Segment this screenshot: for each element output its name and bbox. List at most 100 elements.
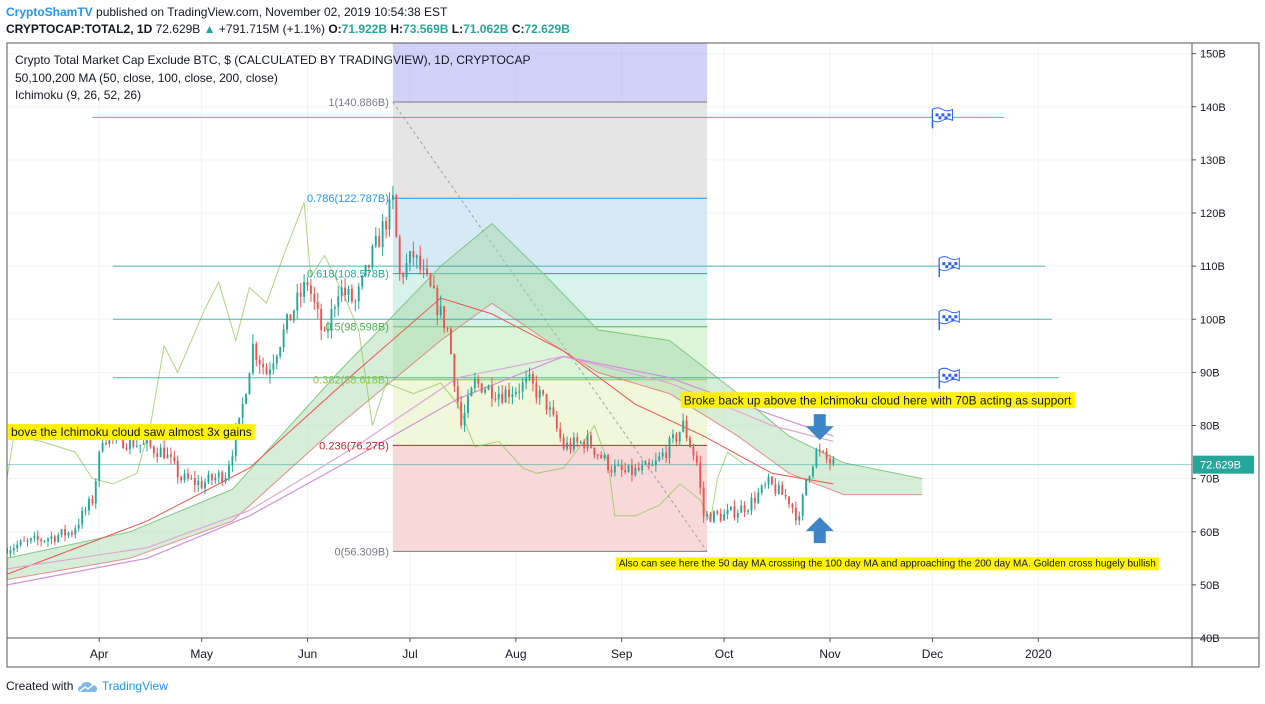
fib-zone: [392, 198, 708, 274]
time-tick-label: Jun: [298, 647, 317, 661]
candle-body: [125, 448, 128, 450]
candle-body: [661, 452, 664, 457]
candle-body: [596, 454, 599, 456]
candle-body: [576, 437, 579, 443]
candle-body: [415, 255, 418, 258]
candle-body: [88, 499, 90, 511]
price-tick-label: 130B: [1200, 155, 1226, 167]
candle-body: [671, 434, 674, 439]
candle-body: [385, 221, 388, 230]
candle-body: [484, 389, 487, 393]
candle-body: [81, 510, 84, 525]
candle-body: [402, 274, 405, 278]
indicator-legend: 50,100,200 MA (50, close, 100, close, 20…: [15, 71, 278, 85]
candle-body: [262, 364, 265, 368]
candle-body: [217, 472, 220, 478]
candle-body: [221, 472, 224, 482]
candle-body: [64, 529, 66, 536]
fib-level-label: 0.236(76.27B): [319, 440, 389, 452]
last-price-tag: [1193, 455, 1254, 474]
ma50-line: [7, 297, 834, 575]
candle-body: [57, 535, 60, 542]
candle-body: [105, 443, 107, 445]
candle-body: [456, 386, 459, 403]
time-tick-label: Aug: [505, 647, 526, 661]
candle-body: [531, 374, 534, 384]
candle-body: [163, 447, 166, 459]
annotation-note: Also can see here the 50 day MA crossing…: [615, 557, 1159, 571]
candle-body: [391, 195, 394, 200]
candle-body: [398, 237, 401, 275]
candle-body: [91, 499, 94, 504]
candle-body: [542, 390, 545, 395]
candle-body: [139, 444, 142, 446]
open-value: 71.922B: [341, 22, 388, 36]
candle-body: [593, 447, 596, 455]
candle-body: [98, 451, 101, 482]
candle-body: [777, 484, 780, 494]
up-triangle-icon: ▲: [203, 22, 216, 36]
candle-body: [702, 487, 705, 517]
candle-body: [443, 306, 446, 329]
annotation-text: bove the Ichimoku cloud saw almost 3x ga…: [11, 425, 252, 439]
candle-body: [709, 513, 712, 522]
candle-body: [665, 452, 668, 458]
author-name[interactable]: CryptoShamTV: [6, 5, 93, 19]
candle-body: [634, 467, 637, 475]
candle-body: [405, 263, 408, 278]
candle-body: [303, 281, 306, 297]
candle-body: [549, 407, 551, 410]
candle-body: [699, 462, 702, 488]
annotation-text: Broke back up above the Ichimoku cloud h…: [684, 393, 1072, 407]
candle-body: [631, 465, 633, 475]
candle-body: [617, 465, 620, 467]
candle-body: [159, 447, 162, 458]
candle-body: [753, 497, 756, 503]
candle-body: [477, 378, 480, 384]
candle-body: [818, 449, 821, 452]
candle-body: [764, 484, 767, 486]
fib-zone: [392, 445, 708, 552]
tradingview-brand[interactable]: TradingView: [101, 679, 168, 693]
candle-body: [12, 548, 15, 551]
candle-body: [436, 288, 439, 316]
candle-body: [460, 402, 463, 426]
candle-body: [395, 195, 398, 238]
candle-body: [299, 292, 302, 297]
candle-body: [644, 462, 647, 466]
candle-body: [292, 310, 295, 321]
candle-body: [757, 492, 760, 503]
candle-body: [74, 528, 77, 535]
candle-body: [747, 510, 749, 513]
candle-body: [521, 382, 524, 392]
candle-body: [50, 536, 53, 539]
price-tick-label: 50B: [1200, 580, 1220, 592]
candle-body: [122, 432, 125, 449]
fib-level-label: 0.618(108.578B): [307, 269, 389, 281]
ichimoku-cloud: [7, 223, 923, 580]
fib-level-label: 0.786(122.787B): [307, 193, 389, 205]
candle-body: [187, 473, 189, 479]
candle-body: [180, 477, 183, 481]
candle-body: [501, 394, 504, 403]
candle-body: [344, 287, 347, 296]
candle-body: [791, 503, 794, 508]
low-value: 71.062B: [463, 22, 509, 36]
candle-body: [40, 539, 43, 542]
candle-body: [350, 288, 353, 302]
candle-body: [94, 481, 97, 504]
annotation-note: bove the Ichimoku cloud saw almost 3x ga…: [8, 424, 255, 441]
flag-icon: [938, 367, 960, 389]
candle-body: [740, 505, 743, 513]
candle-body: [569, 442, 572, 450]
candle-body: [296, 292, 299, 311]
plot-area: 1(140.886B) 0.786(122.787B) 0.618(108.578B…: [7, 43, 1192, 586]
price-tick-label: 150B: [1200, 49, 1226, 61]
candle-body: [470, 388, 473, 397]
published-text: published on TradingView.com, November 0…: [96, 5, 448, 19]
candle-body: [689, 438, 691, 448]
candle-body: [156, 453, 159, 458]
indicator-legend: Ichimoku (9, 26, 52, 26): [15, 88, 141, 102]
candle-body: [641, 465, 644, 471]
